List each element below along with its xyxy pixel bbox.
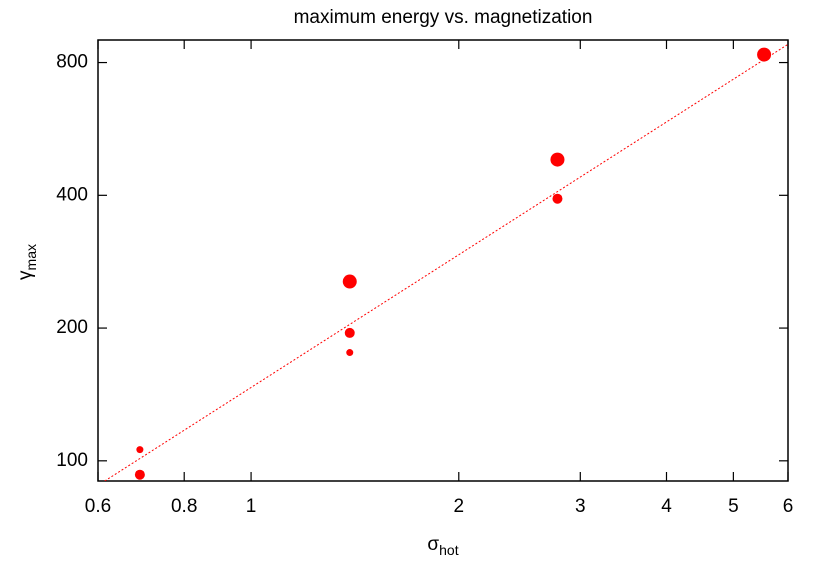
fit-line xyxy=(103,43,788,481)
point xyxy=(757,47,772,62)
plot-frame xyxy=(97,39,789,482)
plot-area xyxy=(103,43,788,481)
y-tick-label: 200 xyxy=(56,317,88,338)
point xyxy=(344,327,355,338)
point xyxy=(552,193,563,204)
y-label-subscript: max xyxy=(23,244,39,270)
point xyxy=(346,349,354,357)
x-tick-label: 2 xyxy=(453,496,464,517)
x-axis-label: σhot xyxy=(427,534,458,558)
x-tick-label: 6 xyxy=(783,496,794,517)
x-tick-label: 0.8 xyxy=(171,496,197,517)
x-label-subscript: hot xyxy=(439,542,459,558)
point xyxy=(134,469,145,480)
x-label-symbol: σ xyxy=(427,534,439,555)
y-label-symbol: γ xyxy=(15,270,36,280)
x-tick-label: 3 xyxy=(575,496,586,517)
x-tick-label: 0.6 xyxy=(85,496,111,517)
x-tick-label: 5 xyxy=(728,496,739,517)
x-tick-label: 4 xyxy=(661,496,672,517)
point xyxy=(550,152,565,167)
point xyxy=(342,274,357,289)
x-tick-label: 1 xyxy=(246,496,257,517)
chart-title: maximum energy vs. magnetization xyxy=(294,7,593,28)
y-tick-label: 100 xyxy=(56,450,88,471)
y-tick-label: 400 xyxy=(56,184,88,205)
y-tick-label: 800 xyxy=(56,52,88,73)
y-axis-label: γmax xyxy=(15,244,39,280)
point xyxy=(136,446,144,454)
